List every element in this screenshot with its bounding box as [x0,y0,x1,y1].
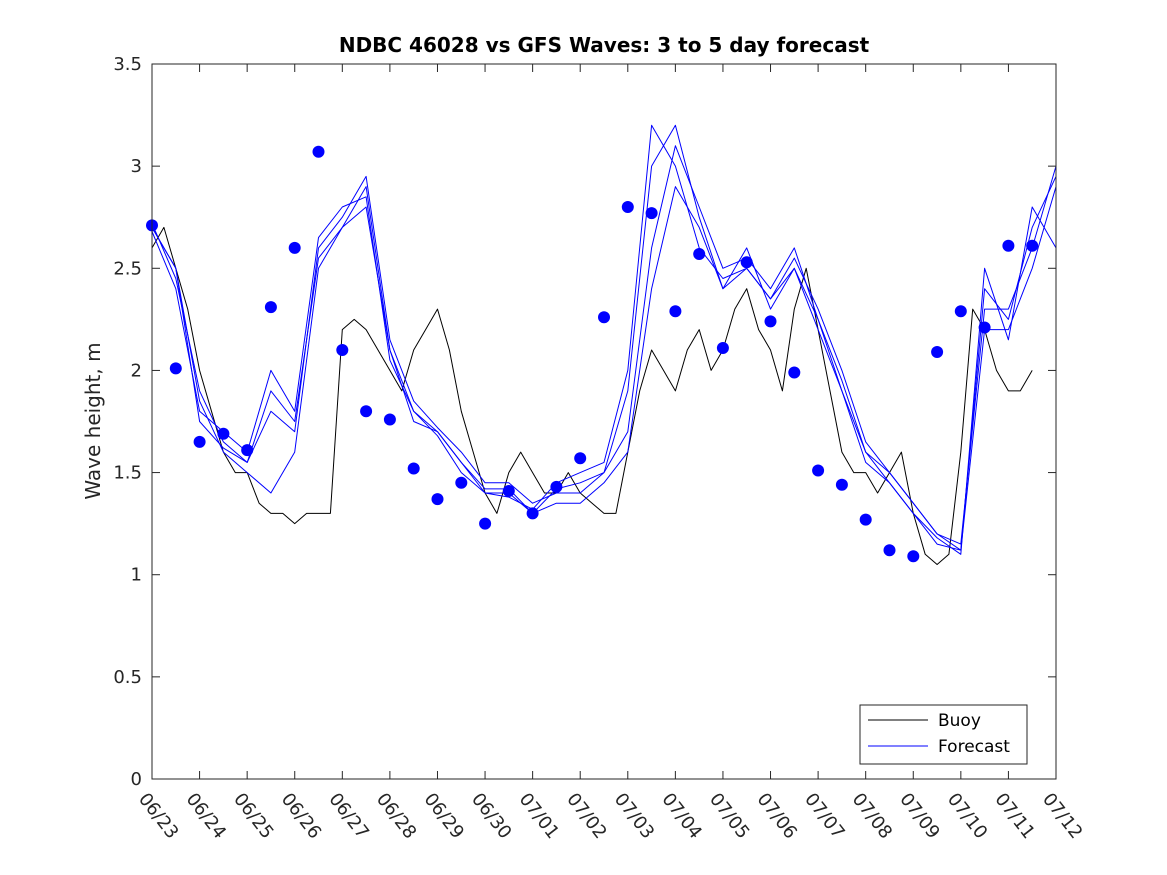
forecast-marker [788,366,801,379]
y-axis-label: Wave height, m [81,342,105,499]
y-tick-label: 3.5 [113,54,142,75]
forecast-marker [621,201,634,213]
forecast-marker [716,342,729,354]
forecast-marker [883,544,896,557]
y-tick-label: 2.5 [113,258,142,279]
forecast-marker [383,413,396,426]
forecast-marker [336,344,349,356]
forecast-marker [669,305,682,318]
forecast-marker [693,248,706,260]
forecast-marker [907,550,920,563]
forecast-marker [764,315,777,328]
forecast-marker [598,311,610,324]
forecast-marker [954,305,967,318]
y-tick-label: 0 [131,769,142,790]
forecast-marker [169,362,182,375]
y-tick-label: 1.5 [113,463,142,484]
forecast-marker [1002,239,1015,252]
series-line-forecast-4 [151,124,1057,555]
series-line-forecast-3 [151,124,1057,551]
legend-box [859,704,1028,765]
forecast-marker [526,507,539,520]
forecast-marker [479,517,492,530]
forecast-marker [241,444,254,457]
y-axis: 0 0.5 1 1.5 2 2.5 3 3.5 [113,54,1056,790]
forecast-marker [550,480,563,493]
y-tick-label: 3 [131,156,142,177]
forecast-marker [193,435,206,448]
legend-label-forecast: Forecast [938,737,1010,757]
forecast-marker [407,462,420,475]
y-tick-label: 1 [131,565,142,586]
legend: Buoy Forecast [859,704,1028,765]
forecast-marker [360,405,373,418]
axes-box [151,63,1057,780]
legend-label-buoy: Buoy [938,711,981,731]
forecast-marker [312,145,325,158]
forecast-marker [645,207,658,220]
forecast-marker [288,241,301,254]
forecast-marker [978,321,991,334]
y-tick-label: 0.5 [113,667,142,688]
forecast-marker [502,485,515,497]
axes-background [152,64,1056,779]
forecast-marker [835,478,848,491]
forecast-marker [740,256,753,269]
forecast-marker [859,513,872,526]
forecast-marker [217,427,230,440]
forecast-marker [431,493,444,506]
forecast-marker [812,464,825,477]
chart-title: NDBC 46028 vs GFS Waves: 3 to 5 day fore… [339,33,870,57]
y-tick-label: 2 [131,360,142,381]
forecast-marker [264,301,277,314]
forecast-marker [574,452,587,465]
forecast-marker [931,346,944,358]
forecast-marker [455,476,468,489]
forecast-marker [1026,239,1039,252]
